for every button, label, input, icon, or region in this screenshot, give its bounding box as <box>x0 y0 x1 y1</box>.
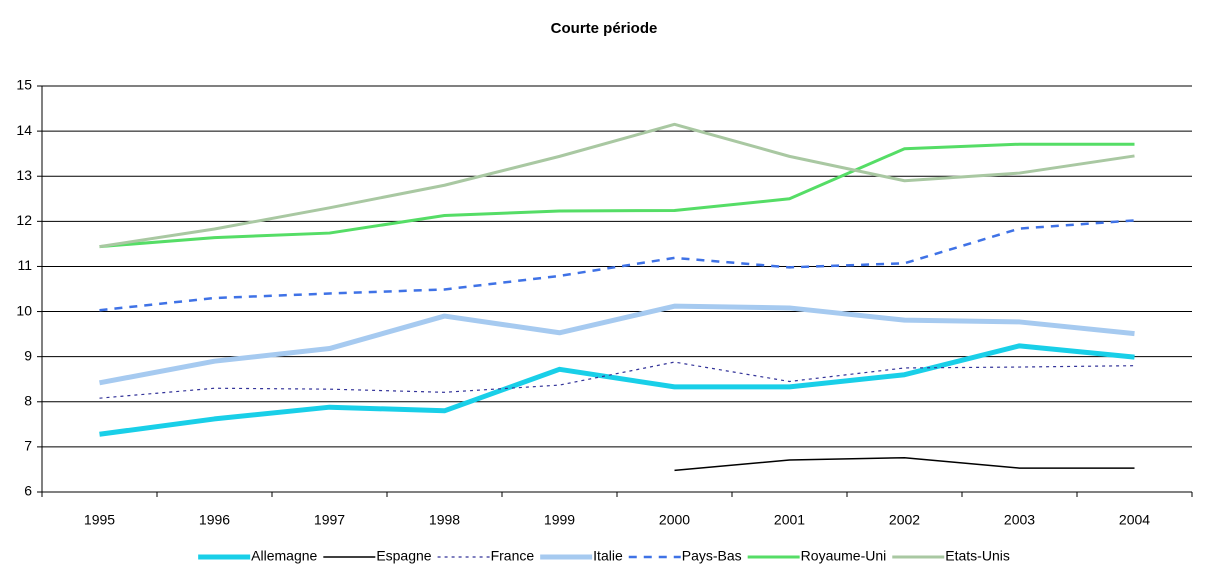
x-tick-label: 2003 <box>1004 512 1035 528</box>
y-tick-label: 13 <box>16 167 32 183</box>
legend-label: Royaume-Uni <box>801 548 887 564</box>
x-tick-label: 2000 <box>659 512 690 528</box>
x-tick-label: 1998 <box>429 512 460 528</box>
y-tick-label: 12 <box>16 212 32 228</box>
x-tick-label: 2001 <box>774 512 805 528</box>
legend: Allemagne Espagne France Italie Pays-Bas Roya… <box>198 548 1010 564</box>
y-tick-label: 8 <box>24 392 32 408</box>
legend-label: France <box>491 548 535 564</box>
legend-label: Allemagne <box>251 548 317 564</box>
legend-label: Italie <box>593 548 623 564</box>
x-tick-label: 1996 <box>199 512 230 528</box>
y-tick-label: 15 <box>16 77 32 93</box>
y-tick-label: 6 <box>24 483 32 499</box>
series-line <box>99 142 1135 249</box>
y-tick-label: 9 <box>24 347 32 363</box>
x-tick-label: 1997 <box>314 512 345 528</box>
legend-label: Espagne <box>376 548 431 564</box>
legend-label: Etats-Unis <box>945 548 1010 564</box>
y-tick-label: 11 <box>17 257 32 273</box>
chart-title: Courte période <box>551 20 658 37</box>
x-tick-label: 1999 <box>544 512 575 528</box>
series-line <box>99 361 1135 399</box>
y-tick-label: 14 <box>16 122 32 138</box>
series-line <box>674 456 1135 472</box>
series-line <box>99 122 1135 249</box>
y-tick-label: 7 <box>24 438 32 454</box>
y-tick-label: 10 <box>16 302 32 318</box>
series-line <box>99 343 1135 437</box>
series-line <box>99 219 1135 312</box>
x-tick-label: 1995 <box>84 512 115 528</box>
x-tick-label: 2004 <box>1119 512 1150 528</box>
legend-label: Pays-Bas <box>682 548 742 564</box>
x-tick-label: 2002 <box>889 512 920 528</box>
series-line <box>99 303 1135 386</box>
